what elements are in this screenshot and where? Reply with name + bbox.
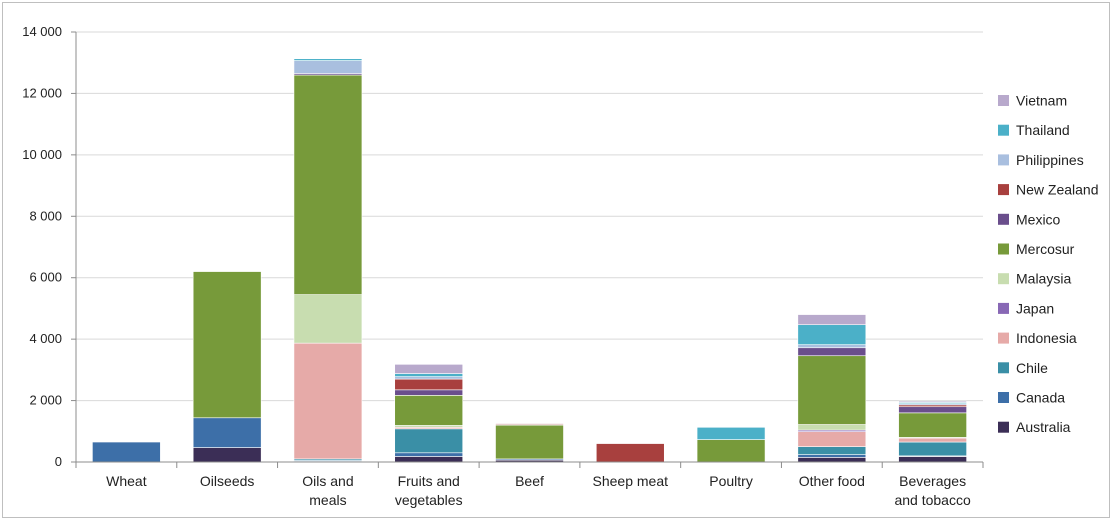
bar-segment-thailand — [293, 58, 363, 61]
legend-label: Chile — [1016, 360, 1048, 376]
bar-segment-mercosur — [797, 355, 867, 425]
legend-swatch — [998, 392, 1009, 403]
x-tick-label: Poultry — [709, 473, 753, 489]
bar-segment-malaysia — [293, 294, 363, 344]
x-tick-label-line: meals — [309, 492, 346, 508]
y-tick-label: 12 000 — [22, 85, 62, 100]
bar-segment-australia — [394, 456, 464, 463]
bar-segment-mercosur — [394, 395, 464, 426]
bar-segment-thailand — [797, 324, 867, 345]
x-tick-label-line: Beef — [515, 473, 544, 489]
bar-segment-mercosur — [898, 412, 967, 438]
x-axis-ticks: Wheat Oilseeds Oils and meals Fruits and vege… — [106, 473, 971, 508]
bar-segment-philippines — [797, 344, 867, 349]
bar-segment-new-zealand — [495, 423, 564, 425]
x-tick-label: Other food — [799, 473, 865, 489]
bar-segment-australia — [797, 457, 867, 463]
bar-segment-chile — [394, 428, 464, 454]
bar-segment-vietnam — [898, 400, 967, 403]
legend-swatch — [998, 302, 1009, 314]
x-tick-label-line: Oils and — [302, 473, 353, 489]
bar-segment-canada — [192, 417, 262, 448]
bar-segment-mexico — [394, 389, 464, 396]
bar-segment-thailand — [696, 426, 766, 440]
legend-label: Canada — [1016, 390, 1065, 406]
bar-segment-mercosur — [696, 439, 766, 463]
y-tick-label: 4 000 — [29, 331, 62, 346]
legend-swatch — [998, 273, 1009, 285]
bar-segment-mexico — [797, 347, 867, 357]
bar-segment-chile — [797, 446, 867, 455]
bar-segment-vietnam — [394, 364, 464, 374]
x-tick-label-line: Oilseeds — [200, 473, 254, 489]
bar-segment-mercosur — [293, 74, 363, 295]
x-tick-label-line: Fruits and — [398, 473, 460, 489]
bar-segment-new-zealand — [394, 378, 464, 391]
legend-label: Philippines — [1016, 152, 1084, 168]
y-tick-label: 14 000 — [22, 24, 62, 39]
legend-label: Mexico — [1016, 211, 1061, 227]
legend-label: Mercosur — [1016, 241, 1075, 257]
legend-label: Thailand — [1016, 122, 1070, 138]
bar-segment-new-zealand — [595, 443, 665, 463]
bar-segment-indonesia — [797, 431, 867, 447]
legend-swatch — [998, 362, 1009, 374]
x-tick-label: Oils and meals — [302, 473, 353, 508]
x-tick-label-line: Beverages — [899, 473, 966, 489]
legend-label: Vietnam — [1016, 93, 1067, 109]
x-tick-label: Fruits and vegetables — [395, 473, 463, 508]
y-tick-label: 2 000 — [29, 393, 62, 408]
bar-segment-vietnam — [797, 314, 867, 326]
x-tick-label-line: Other food — [799, 473, 865, 489]
bar-segment-philippines — [394, 376, 464, 380]
x-tick-label: Sheep meat — [593, 473, 669, 489]
x-tick-label: Oilseeds — [200, 473, 254, 489]
bar-segment-mercosur — [495, 424, 564, 460]
legend-swatch — [998, 332, 1009, 344]
legend-swatch — [998, 243, 1009, 255]
x-tick-label: Wheat — [106, 473, 147, 489]
legend-swatch — [998, 213, 1009, 225]
bar-segment-chile — [898, 441, 967, 457]
bar-segment-mexico — [898, 406, 967, 414]
legend: Vietnam Thailand Philippines New Zealand Mex… — [998, 93, 1099, 435]
legend-swatch — [998, 421, 1009, 433]
x-tick-label: Beef — [515, 473, 544, 489]
legend-label: Malaysia — [1016, 271, 1071, 287]
legend-label: Indonesia — [1016, 330, 1077, 346]
axes — [75, 32, 984, 468]
bar-segment-canada — [92, 441, 161, 463]
y-tick-label: 8 000 — [29, 208, 62, 223]
legend-swatch — [998, 184, 1009, 196]
x-tick-label-line: Poultry — [709, 473, 753, 489]
legend-swatch — [998, 124, 1009, 136]
y-tick-label: 0 — [55, 454, 62, 469]
bar-segment-australia — [898, 456, 967, 463]
x-tick-label-line: Wheat — [106, 473, 147, 489]
legend-label: Japan — [1016, 300, 1054, 316]
bar-segment-australia — [192, 447, 262, 463]
bar-segment-canada — [394, 452, 464, 457]
y-axis-ticks: 0 2 000 4 000 6 000 8 000 10 000 12 000 14 000 — [22, 24, 76, 469]
legend-swatch — [998, 95, 1009, 106]
legend-label: New Zealand — [1016, 182, 1099, 198]
legend-label: Australia — [1016, 419, 1071, 435]
legend-swatch — [998, 154, 1009, 166]
bar-segment-malaysia — [797, 424, 867, 431]
x-tick-label-line: and tobacco — [894, 492, 970, 508]
x-tick-label: Beverages and tobacco — [894, 473, 970, 508]
bar-segment-indonesia — [293, 342, 363, 460]
bar-segment-canada — [797, 454, 867, 458]
bar-segment-mercosur — [192, 271, 262, 419]
bar-segment-indonesia — [898, 437, 967, 443]
x-tick-label-line: Sheep meat — [593, 473, 669, 489]
y-tick-label: 10 000 — [22, 147, 62, 162]
x-tick-label-line: vegetables — [395, 492, 463, 508]
bar-segment-thailand — [394, 373, 464, 377]
bar-segment-philippines — [293, 60, 363, 74]
y-tick-label: 6 000 — [29, 270, 62, 285]
